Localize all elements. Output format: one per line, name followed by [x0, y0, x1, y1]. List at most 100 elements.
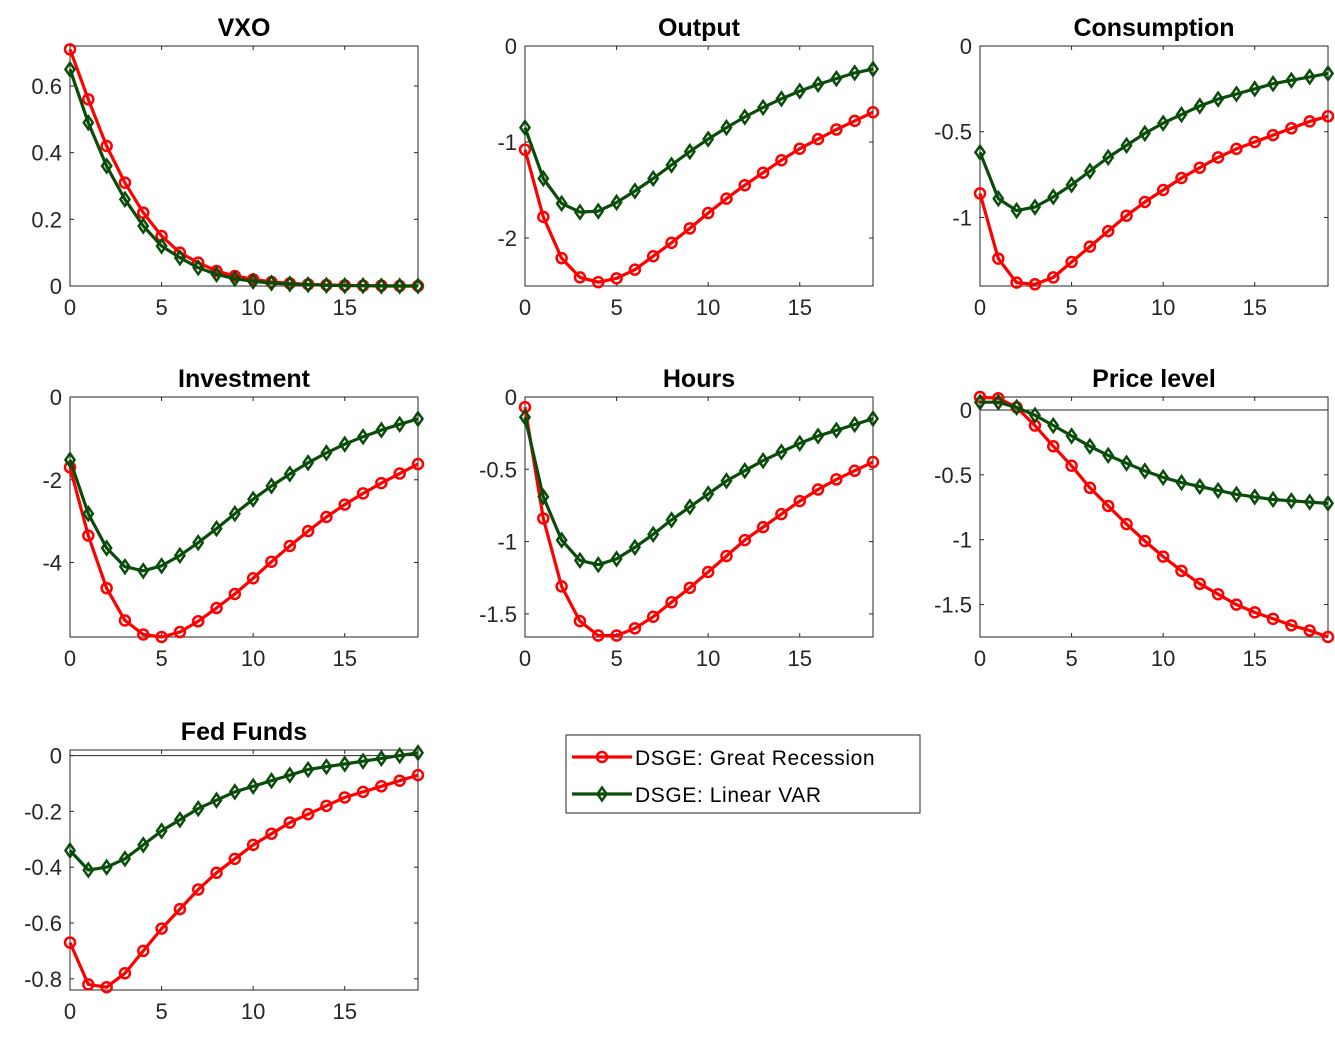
x-tick-label: 5	[610, 646, 622, 671]
panel-2: Consumption 0 5 10 15 -1 -0.5 0	[934, 14, 1335, 320]
data-point	[1102, 446, 1115, 465]
legend-entries: DSGE: Great Recession DSGE: Linear VAR	[572, 747, 875, 807]
data-point	[100, 157, 113, 175]
data-point	[866, 60, 880, 78]
data-point	[63, 451, 77, 469]
data-point	[1083, 437, 1096, 455]
data-point	[118, 967, 132, 980]
data-point	[573, 271, 587, 284]
data-point	[793, 494, 806, 508]
data-point	[1230, 485, 1243, 503]
series-1	[973, 393, 1335, 513]
data-point	[1303, 493, 1316, 511]
y-tick-label: -0.4	[24, 855, 62, 880]
data-point	[555, 531, 568, 549]
data-point	[720, 192, 733, 205]
data-point	[1285, 492, 1298, 510]
data-point	[848, 464, 861, 477]
data-point	[137, 628, 150, 641]
data-point	[155, 922, 168, 935]
data-point	[283, 816, 297, 829]
data-point	[830, 69, 843, 88]
data-point	[1193, 477, 1206, 496]
data-point	[1047, 440, 1060, 453]
data-point	[192, 533, 205, 552]
data-point	[1266, 490, 1280, 509]
data-point	[1047, 271, 1060, 284]
x-tick-label: 15	[787, 646, 811, 671]
data-point	[210, 791, 223, 809]
data-point	[1321, 110, 1335, 123]
panel-6: Fed Funds 0 5 10 15 -0.8 -0.6 -0.4 -0.2 0	[24, 718, 425, 1024]
data-point	[1266, 612, 1280, 626]
data-point	[302, 760, 315, 779]
data-point	[848, 114, 861, 128]
data-point	[555, 580, 568, 593]
panel-3: Investment 0 5 10 15 -4 -2 0	[42, 365, 425, 671]
series-0	[973, 390, 1335, 644]
data-point	[1193, 97, 1206, 115]
data-point	[1120, 136, 1133, 155]
data-point	[191, 615, 205, 628]
data-point	[592, 202, 605, 220]
y-tick-label: -0.5	[934, 120, 972, 145]
data-point	[1065, 176, 1078, 194]
x-tick-label: 5	[610, 295, 622, 320]
x-tick-label: 10	[241, 999, 265, 1024]
data-point	[63, 841, 77, 860]
data-point	[1120, 209, 1133, 222]
data-point	[338, 755, 351, 773]
data-point	[338, 276, 351, 295]
x-tick-label: 15	[1242, 295, 1266, 320]
data-point	[757, 451, 770, 470]
data-point	[265, 555, 278, 568]
data-point	[811, 75, 825, 94]
data-point	[155, 822, 168, 840]
legend-label: DSGE: Great Recession	[635, 747, 875, 770]
data-point	[518, 408, 532, 426]
data-point	[866, 455, 880, 469]
data-point	[137, 944, 150, 958]
panel-title: Fed Funds	[181, 718, 307, 746]
data-point	[118, 176, 132, 189]
data-point	[356, 785, 370, 799]
series-1	[63, 410, 425, 580]
data-point	[1028, 406, 1042, 424]
data-point	[592, 556, 605, 574]
x-tick-label: 0	[519, 646, 531, 671]
x-tick-label: 0	[64, 295, 76, 320]
data-point	[173, 902, 187, 916]
data-point	[375, 749, 388, 768]
data-point	[793, 142, 806, 155]
data-point	[356, 276, 370, 295]
data-point	[192, 799, 205, 818]
data-point	[1193, 161, 1207, 174]
data-point	[1321, 494, 1335, 513]
data-point	[118, 614, 132, 627]
data-point	[537, 210, 550, 224]
data-point	[665, 511, 678, 529]
panel-title: VXO	[218, 14, 271, 42]
data-point	[155, 557, 168, 575]
data-point	[302, 454, 315, 472]
data-point	[82, 505, 95, 523]
data-point	[1138, 124, 1151, 143]
data-point	[100, 980, 113, 994]
panel-title: Output	[658, 14, 741, 42]
data-point	[683, 581, 697, 595]
panel-1: Output 0 5 10 15 -2 -1 0	[497, 14, 880, 320]
data-point	[82, 113, 95, 132]
data-point	[683, 498, 696, 516]
data-point	[973, 393, 987, 411]
data-point	[1138, 195, 1152, 209]
data-point	[338, 435, 351, 453]
y-tick-label: 0	[50, 274, 62, 299]
x-tick-label: 10	[241, 295, 265, 320]
data-point	[411, 457, 425, 471]
data-point	[775, 507, 788, 521]
data-point	[137, 217, 150, 235]
data-point	[811, 427, 825, 445]
data-point	[1065, 459, 1078, 473]
data-point	[1028, 198, 1042, 216]
